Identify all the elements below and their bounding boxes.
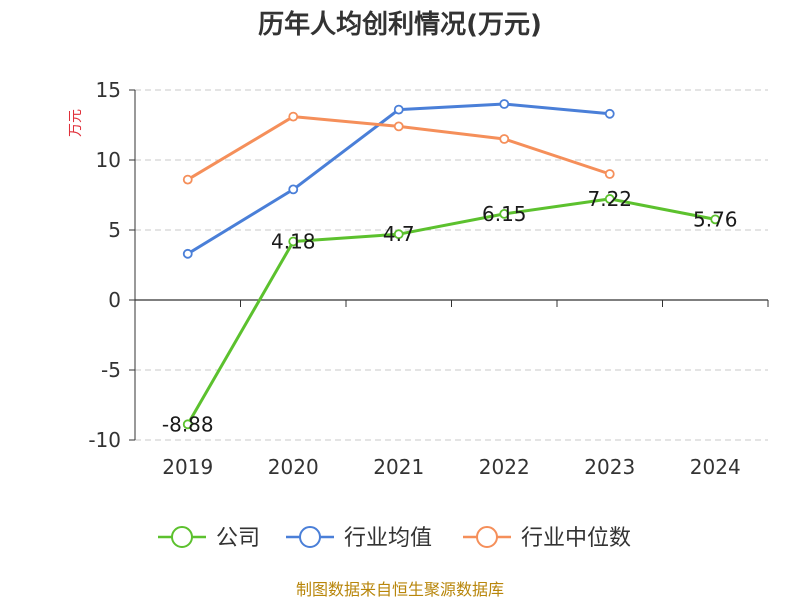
series-line-0 — [186, 197, 716, 426]
source-note: 制图数据来自恒生聚源数据库 — [296, 580, 504, 599]
point-s0-4 — [604, 194, 615, 204]
data-labels: -8.88 4.18 4.7 6.15 7.22 5.76 — [162, 187, 738, 436]
x-tick-3: 2022 — [479, 455, 530, 479]
x-tick-labels: 2019 2020 2021 2022 2023 2024 — [162, 455, 740, 479]
data-label-4: 7.22 — [587, 187, 632, 211]
y-tick-1: 10 — [96, 148, 121, 172]
legend-item-0: 公司 — [158, 526, 260, 551]
point-s1-2 — [393, 104, 404, 115]
legend-label-1: 行业均值 — [344, 526, 432, 551]
chart-title: 历年人均创利情况(万元) — [258, 9, 542, 40]
point-s2-3 — [499, 134, 510, 144]
point-s0-1 — [288, 236, 299, 247]
point-s1-4 — [604, 108, 615, 119]
legend-marker-2 — [476, 526, 498, 548]
point-s1-0 — [182, 248, 193, 259]
legend-item-1: 行业均值 — [286, 526, 432, 551]
y-tick-0: 15 — [96, 78, 121, 102]
x-tick-0: 2019 — [162, 455, 213, 479]
y-tick-labels: 15 10 5 0 -5 -10 — [88, 78, 121, 452]
legend-marker-1 — [299, 526, 321, 548]
x-tick-2: 2021 — [373, 455, 424, 479]
axes — [129, 89, 769, 441]
y-tick-5: -10 — [88, 428, 121, 452]
data-label-3: 6.15 — [482, 202, 527, 226]
point-s0-2 — [393, 229, 404, 240]
gridlines — [135, 89, 768, 441]
y-axis-label: 万元 — [68, 109, 84, 137]
point-s0-5 — [710, 214, 721, 225]
point-s2-4 — [604, 169, 615, 179]
point-s0-3 — [499, 208, 510, 219]
x-tick-1: 2020 — [268, 455, 319, 479]
data-label-2: 4.7 — [383, 222, 415, 246]
point-s0-0 — [182, 419, 193, 430]
data-label-1: 4.18 — [271, 229, 316, 253]
point-s2-2 — [393, 121, 404, 132]
point-s1-3 — [499, 99, 510, 109]
y-tick-2: 5 — [108, 218, 121, 242]
data-label-5: 5.76 — [693, 207, 738, 231]
legend-label-2: 行业中位数 — [521, 526, 631, 551]
y-tick-4: -5 — [101, 358, 121, 382]
point-s2-1 — [288, 111, 299, 122]
legend-marker-0 — [171, 526, 193, 548]
y-tick-3: 0 — [108, 288, 121, 312]
point-s1-1 — [288, 184, 299, 195]
data-label-0: -8.88 — [162, 412, 214, 436]
series-lines — [182, 99, 721, 430]
point-s2-0 — [182, 174, 193, 185]
legend-item-2: 行业中位数 — [463, 526, 631, 551]
x-tick-4: 2023 — [584, 455, 635, 479]
x-tick-5: 2024 — [690, 455, 741, 479]
legend: 公司 行业均值 行业中位数 — [158, 526, 631, 551]
legend-label-0: 公司 — [216, 526, 260, 551]
